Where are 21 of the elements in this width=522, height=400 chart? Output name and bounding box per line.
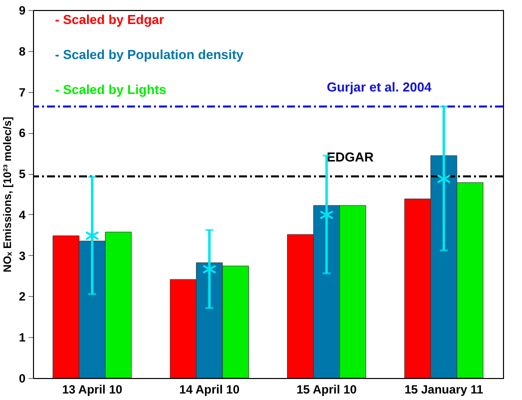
x-tick-label: 14 April 10 [179, 382, 240, 396]
y-tick-label: 5 [18, 167, 26, 182]
text: - Scaled by Population density [55, 47, 244, 62]
x-tick-label: 15 January 11 [404, 382, 484, 396]
point [202, 261, 217, 278]
point [319, 206, 334, 223]
y-axis-title: NOₓ Emissions, [10²³ molec/s] [2, 116, 14, 272]
y-tick-label: 3 [18, 248, 26, 263]
y-tick-label: 8 [18, 44, 26, 58]
x-tick-label: 13 April 10 [62, 382, 123, 396]
x-tick-label: 15 April 10 [296, 382, 358, 396]
y-tick-label: 7 [18, 85, 26, 100]
y-tick-label: 1 [18, 330, 26, 345]
text: - Scaled by Edgar [55, 12, 164, 27]
y-tick-label: 0 [18, 372, 26, 386]
y-tick-label: 4 [18, 208, 26, 222]
text: - Scaled by Lights [55, 82, 166, 97]
y-tick-label: 6 [18, 126, 26, 140]
y-tick-label: 2 [18, 290, 26, 304]
y-tick-label: 9 [18, 4, 26, 18]
ref-line-label: Gurjar et al. 2004 [326, 80, 432, 94]
